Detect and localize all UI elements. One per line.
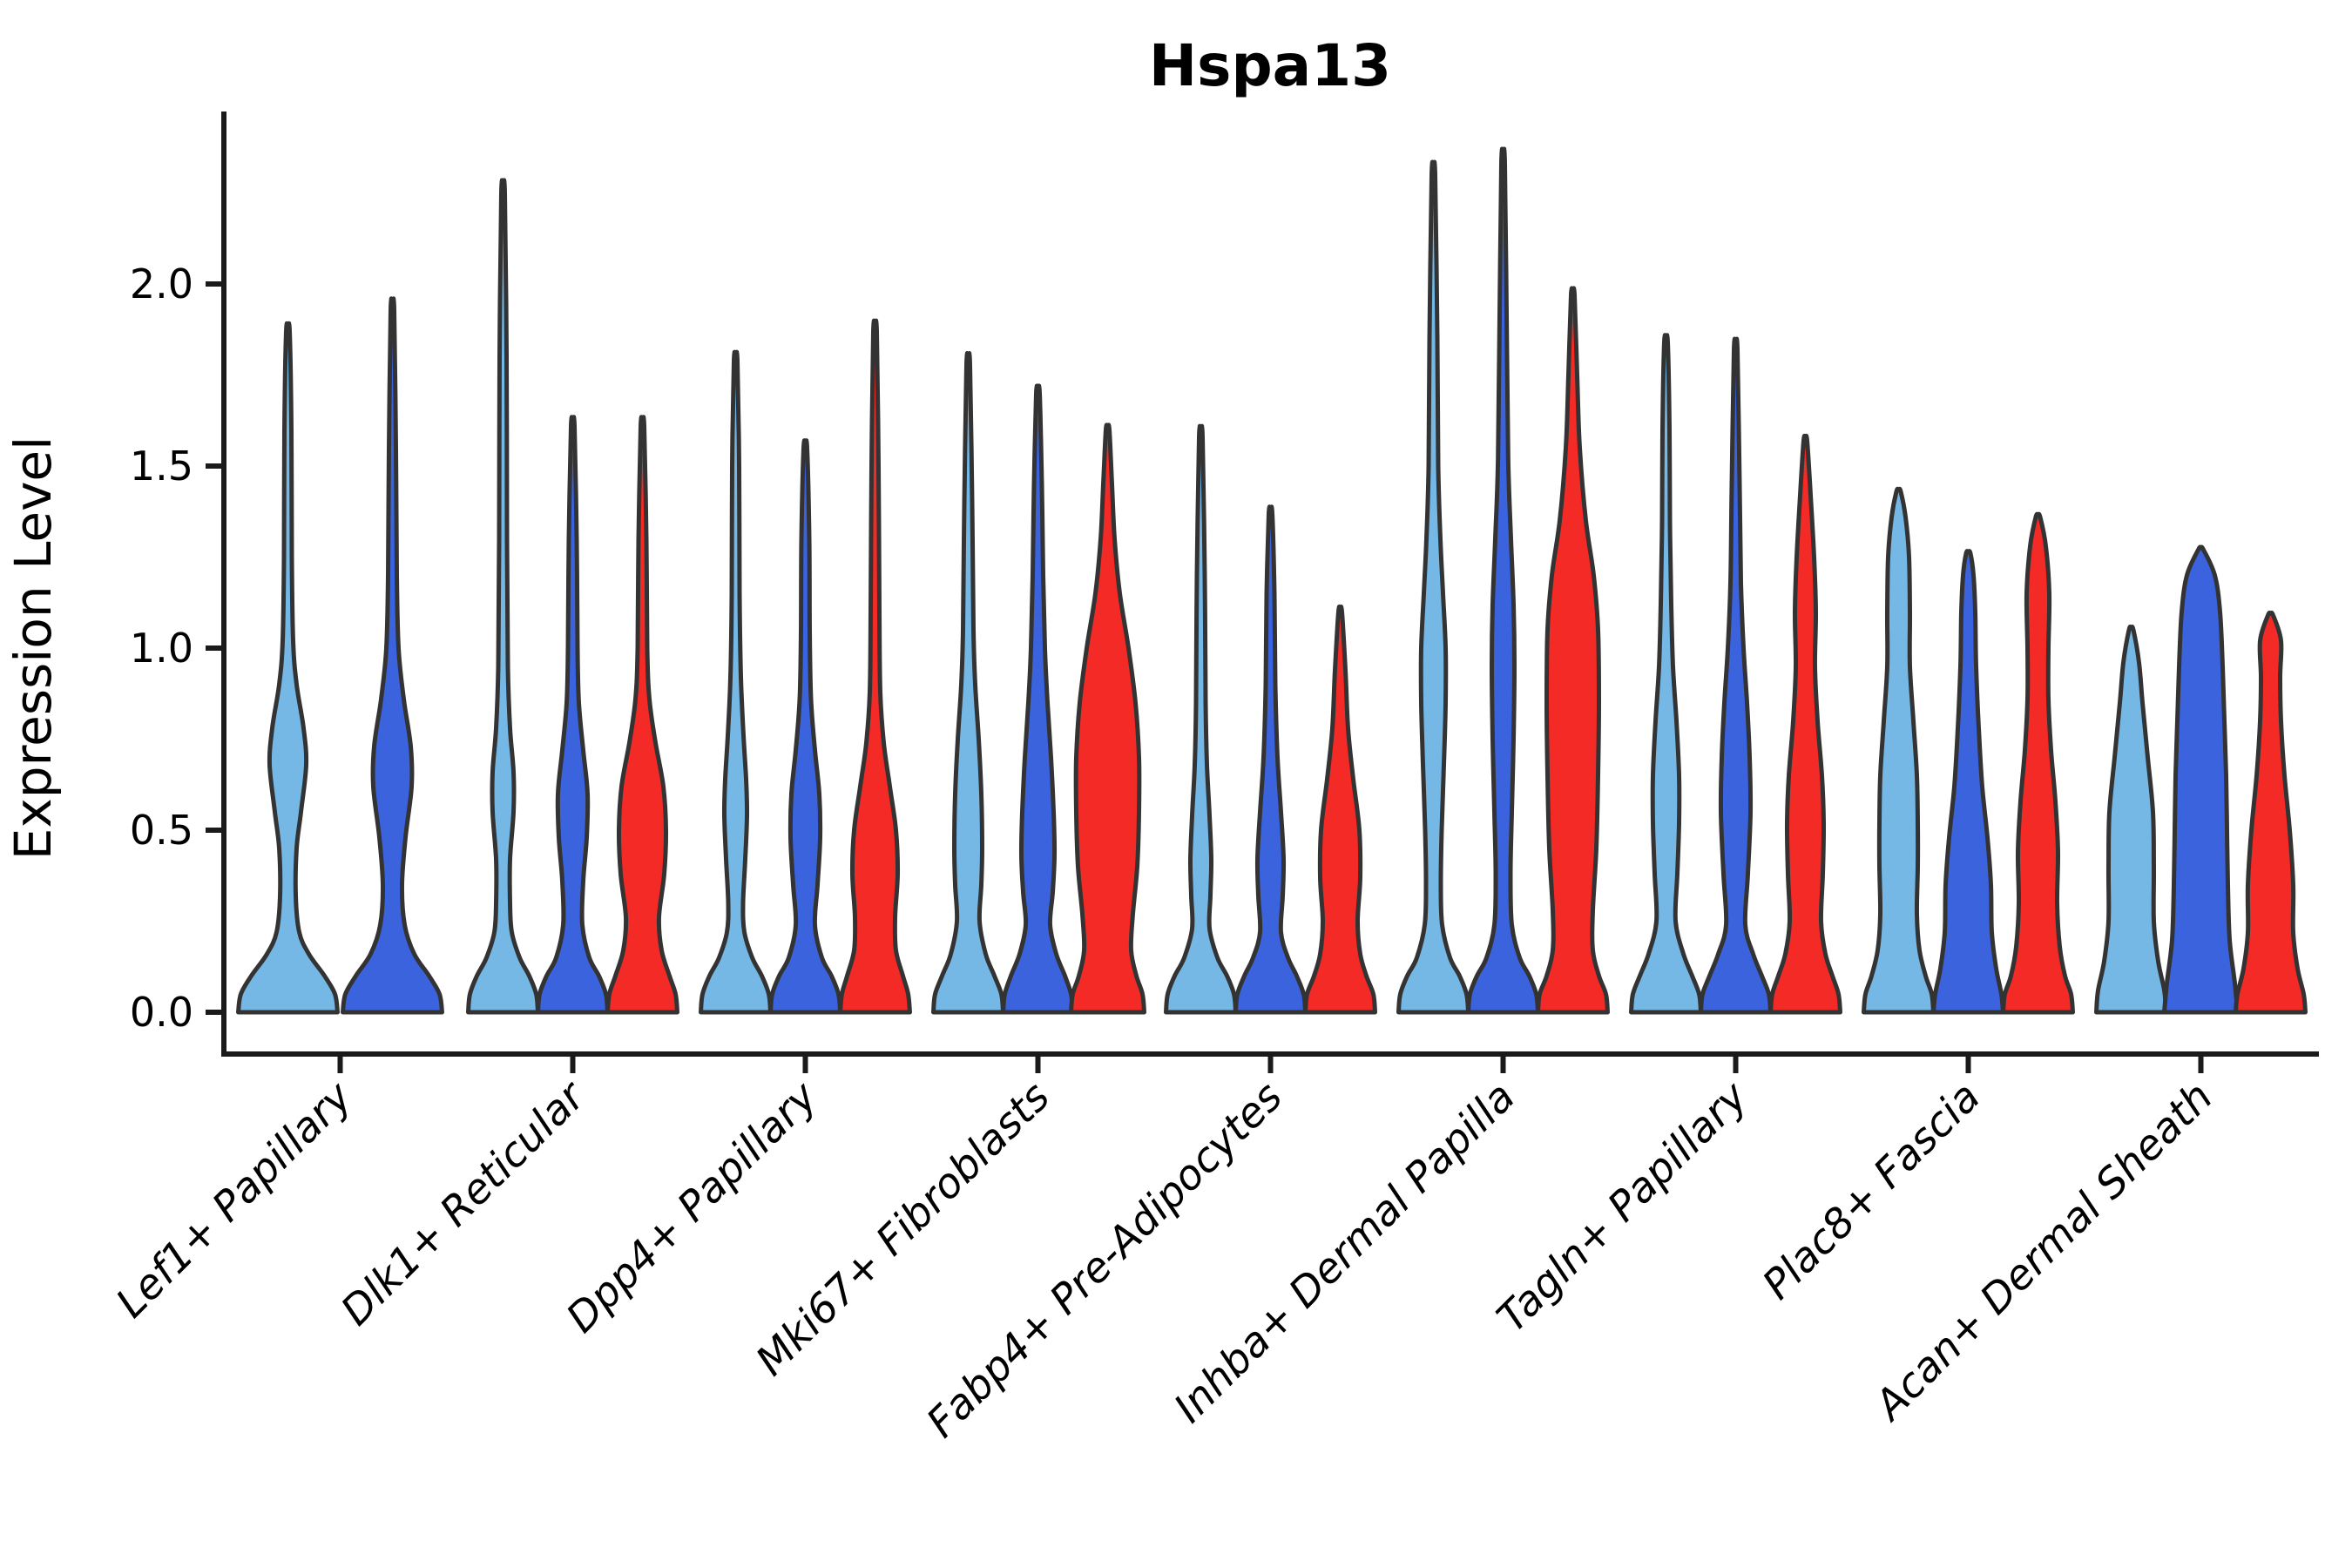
violin-acan-dermal-sheath-lightblue — [2094, 625, 2168, 1015]
violin-tagln-papillary-lightblue — [1629, 333, 1703, 1015]
violin-mki67-fibroblasts-lightblue — [931, 351, 1005, 1015]
y-tick-label: 1.0 — [130, 625, 193, 672]
violin-plac8-fascia-blue — [1931, 549, 2005, 1015]
violin-inhba-dermal-papilla-blue — [1466, 146, 1540, 1015]
x-tick-label: Dlk1+ Reticular — [332, 1071, 596, 1335]
x-tick-label: Dpp4+ Papillary — [558, 1072, 828, 1342]
y-ticks-layer: 0.0 0.5 1.0 1.5 2.0 — [130, 260, 224, 1036]
violin-plac8-fascia-lightblue — [1862, 486, 1936, 1015]
y-tick-label: 0.0 — [130, 989, 193, 1036]
violin-tagln-papillary-blue — [1699, 336, 1773, 1015]
x-tick-label: Lef1+ Papillary — [107, 1072, 362, 1328]
violin-inhba-dermal-papilla-red — [1536, 286, 1610, 1015]
violin-fabp4-pre-adipocytes-blue — [1233, 504, 1308, 1015]
violin-plac8-fascia-red — [2001, 511, 2075, 1015]
violin-dlk1-reticular-lightblue — [466, 178, 540, 1015]
y-tick-label: 0.5 — [130, 807, 193, 854]
violin-lef1-papillary-blue — [341, 296, 444, 1015]
chart-title: Hspa13 — [1149, 32, 1391, 99]
violin-dlk1-reticular-red — [605, 415, 679, 1015]
violin-mki67-fibroblasts-blue — [1001, 383, 1075, 1015]
x-tick-label: Plac8+ Fascia — [1754, 1073, 1990, 1309]
violin-tagln-papillary-red — [1768, 433, 1842, 1015]
y-axis-label: Expression Level — [3, 436, 63, 860]
violin-fabp4-pre-adipocytes-lightblue — [1164, 423, 1238, 1015]
violin-dlk1-reticular-blue — [536, 415, 610, 1015]
violin-lef1-papillary-lightblue — [236, 321, 340, 1015]
violin-dpp4-papillary-red — [838, 318, 912, 1015]
violin-mki67-fibroblasts-red — [1069, 422, 1146, 1015]
y-tick-label: 2.0 — [130, 260, 193, 308]
y-tick-label: 1.5 — [130, 443, 193, 490]
violin-acan-dermal-sheath-blue — [2162, 544, 2240, 1015]
violin-inhba-dermal-papilla-lightblue — [1396, 159, 1470, 1015]
violin-acan-dermal-sheath-red — [2234, 610, 2308, 1015]
violins-layer — [236, 146, 2308, 1015]
violin-dpp4-papillary-lightblue — [699, 349, 773, 1015]
violin-dpp4-papillary-blue — [768, 438, 842, 1015]
x-tick-label: Tagln+ Papillary — [1488, 1072, 1758, 1342]
violin-fabp4-pre-adipocytes-red — [1303, 605, 1377, 1015]
